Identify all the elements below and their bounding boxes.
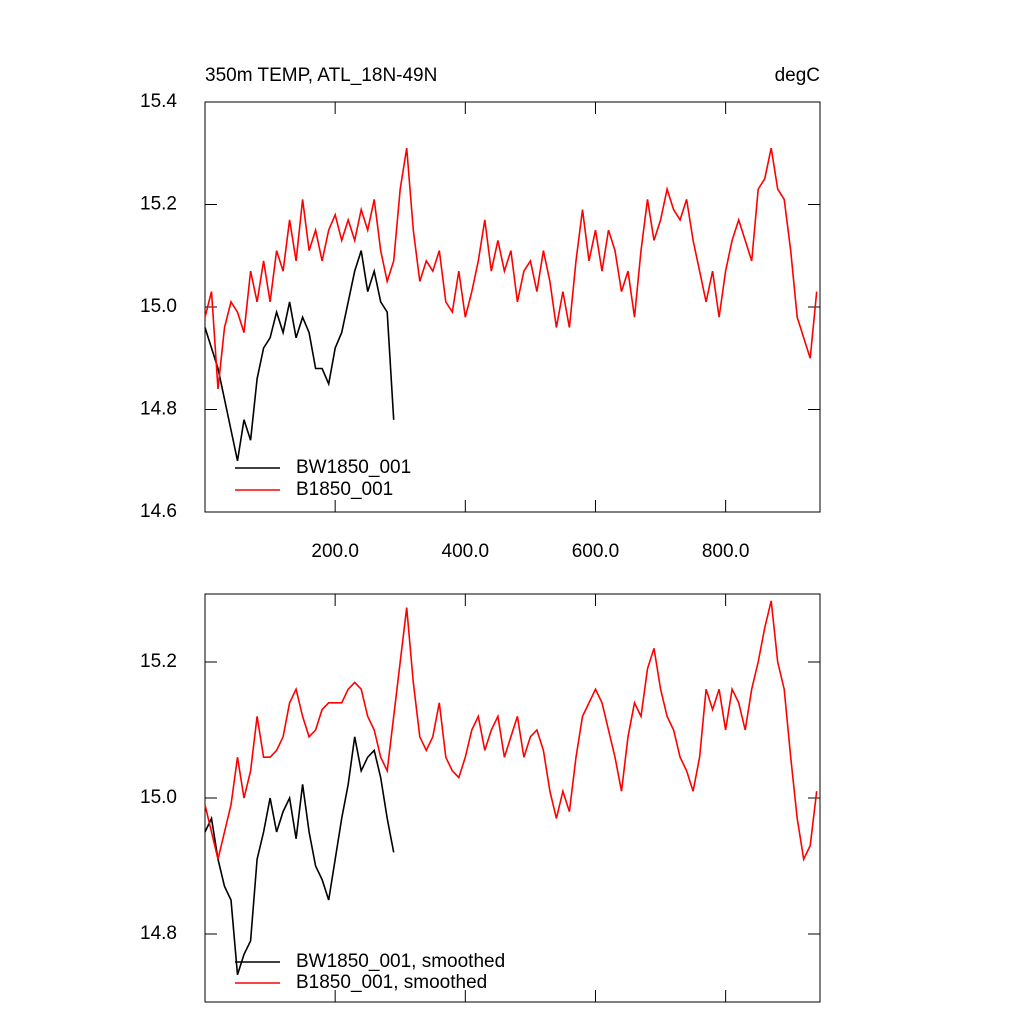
series-line bbox=[204, 147, 818, 390]
x-tick-label: 200.0 bbox=[311, 541, 359, 562]
series-line bbox=[204, 250, 395, 461]
plot-frame bbox=[204, 593, 821, 1003]
y-tick-label: 15.0 bbox=[140, 296, 177, 317]
chart-title: 350m TEMP, ATL_18N-49N bbox=[205, 65, 437, 86]
y-tick-label: 15.2 bbox=[140, 194, 177, 215]
legend-label: BW1850_001 bbox=[296, 457, 411, 478]
y-tick-label: 15.0 bbox=[140, 787, 177, 808]
legend-label: B1850_001, smoothed bbox=[296, 972, 487, 993]
y-tick-label: 14.8 bbox=[140, 399, 177, 420]
unit-label: degC bbox=[775, 65, 820, 86]
y-tick-label: 14.6 bbox=[140, 501, 177, 522]
series-line bbox=[204, 600, 818, 862]
x-tick-label: 600.0 bbox=[572, 541, 620, 562]
y-tick-label: 15.4 bbox=[140, 91, 177, 112]
plot-frame bbox=[204, 101, 821, 513]
legend-label: BW1850_001, smoothed bbox=[296, 951, 505, 972]
series-line bbox=[204, 736, 395, 976]
y-tick-label: 15.2 bbox=[140, 651, 177, 672]
x-tick-label: 800.0 bbox=[702, 541, 750, 562]
x-tick-label: 400.0 bbox=[442, 541, 490, 562]
legend-label: B1850_001 bbox=[296, 479, 393, 500]
y-tick-label: 14.8 bbox=[140, 923, 177, 944]
